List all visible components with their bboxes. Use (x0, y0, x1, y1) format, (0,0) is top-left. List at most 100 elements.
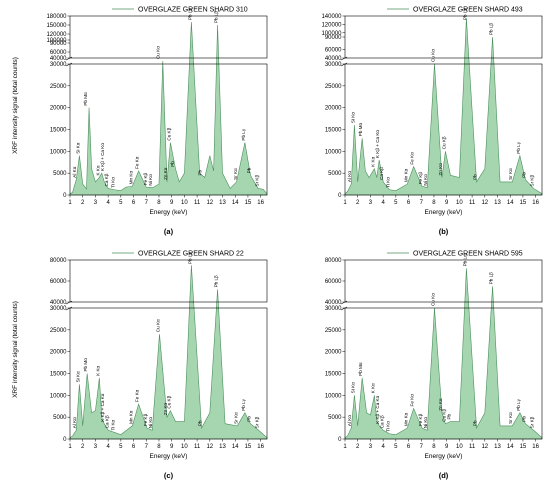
peak-label: K Kβ + Ca Kα (375, 130, 380, 158)
y-tick-label: 25000 (50, 84, 67, 90)
x-tick-label: 14 (232, 200, 239, 206)
upper-axis-frame (69, 259, 268, 303)
y-tick-label: 10000 (325, 393, 342, 399)
x-tick-label: 4 (106, 444, 110, 450)
upper-axis-frame (344, 259, 543, 303)
y-tick-label: 15000 (325, 372, 342, 378)
x-tick-label: 3 (369, 200, 373, 206)
y-tick-label: 80000 (50, 258, 67, 264)
y-tick-label: 30000 (50, 62, 67, 68)
x-tick-label: 8 (157, 444, 161, 450)
y-tick-label: 150000 (46, 23, 67, 29)
x-tick-label: 1 (343, 200, 347, 206)
peak-label: Ca Kβ (104, 415, 109, 428)
peak-label: Sr Kα (233, 412, 238, 424)
peak-label: Pb (473, 420, 478, 426)
peak-label: Si Kα (350, 112, 355, 123)
x-tick-label: 1 (343, 444, 347, 450)
panel-caption: (c) (164, 471, 174, 480)
x-tick-label: 11 (469, 200, 476, 206)
x-tick-label: 10 (181, 444, 188, 450)
x-tick-label: 15 (245, 200, 252, 206)
y-tick-label: 20000 (50, 106, 67, 112)
peak-label: Fe Kβ (418, 413, 423, 426)
x-tick-label: 10 (456, 200, 463, 206)
y-axis-title: XRF intensity signal (total counts) (12, 301, 19, 398)
x-tick-label: 12 (481, 200, 488, 206)
peak-label: Pb Lβ (489, 272, 494, 284)
peak-label: Cu Kα (155, 46, 160, 59)
peak-label: Fe Kα (410, 394, 415, 407)
y-tick-label: 30000 (325, 62, 342, 68)
x-tick-label: 8 (432, 200, 436, 206)
axis-break-mark (65, 56, 73, 67)
peak-label: Zn Kα (163, 167, 168, 180)
peak-label: Cu Kβ (166, 395, 171, 408)
y-tick-label: 0 (338, 437, 342, 443)
panel-3: 1 2 3 4 5 6 7 8 9 10 11 12 13 14 15 1605000100001500020… (325, 251, 543, 480)
peak-label: Cu Kβ (441, 136, 446, 149)
peak-label: K Kβ + Ca Kα (100, 143, 105, 171)
peak-label: Al Kα (347, 415, 352, 426)
y-tick-label: 180000 (46, 14, 67, 20)
x-tick-label: 15 (245, 444, 252, 450)
y-tick-label: 15000 (50, 372, 67, 378)
peak-label: Al Kα (72, 166, 77, 177)
peak-label: Al Kα (347, 171, 352, 182)
peak-label: Pb Lγ (241, 128, 246, 140)
x-tick-label: 3 (369, 444, 373, 450)
y-tick-label: 60000 (50, 50, 67, 56)
x-axis-title: Energy (keV) (150, 453, 188, 460)
x-tick-label: 12 (206, 444, 213, 450)
x-tick-label: 13 (219, 200, 226, 206)
peak-label: Ti Kα (386, 177, 391, 188)
x-tick-label: 6 (132, 444, 136, 450)
peak-label: Ti Kα (111, 419, 116, 430)
y-tick-label: 25000 (325, 84, 342, 90)
x-tick-label: 5 (394, 444, 398, 450)
x-tick-label: 2 (81, 444, 85, 450)
x-tick-label: 4 (381, 200, 385, 206)
upper-axis-frame (69, 15, 268, 59)
peak-label: Si Kα (75, 142, 80, 153)
x-tick-label: 10 (181, 200, 188, 206)
peak-label: Pb Lβ (489, 23, 494, 35)
peak-label: Ni Kα (423, 174, 428, 186)
peak-label: Si Kα (350, 382, 355, 393)
peak-label: Ca Kβ (104, 173, 109, 186)
x-tick-label: 6 (407, 444, 411, 450)
peak-label: Cu Kα (430, 49, 435, 62)
y-tick-label: 20000 (325, 350, 342, 356)
peak-label: Ti Kα (386, 421, 391, 432)
x-tick-label: 2 (81, 200, 85, 206)
peak-label: Pb Lα (462, 254, 467, 266)
x-tick-label: 9 (170, 200, 174, 206)
x-tick-label: 1 (68, 444, 72, 450)
spectrum-area (344, 18, 543, 196)
x-tick-label: 12 (206, 200, 213, 206)
x-tick-label: 4 (381, 444, 385, 450)
peak-label: Ni Kα (148, 174, 153, 186)
peak-label: K Kα (370, 383, 375, 393)
legend-entry: OVERGLAZE GREEN SHARD 493 (413, 7, 523, 14)
y-tick-label: 5000 (53, 415, 67, 421)
x-tick-label: 7 (420, 444, 424, 450)
peak-label: Ca Kβ (379, 167, 384, 180)
peak-label: Fe Kα (135, 389, 140, 402)
peak-label: Mn Kα (128, 410, 133, 424)
x-tick-label: 13 (494, 444, 501, 450)
x-axis-title: Energy (keV) (150, 209, 188, 216)
axis-break-mark (65, 300, 73, 311)
peak-label: Cu Kα (430, 293, 435, 306)
peak-label: Pb Mα (358, 362, 363, 376)
x-axis-title: Energy (keV) (425, 209, 463, 216)
peak-label: Mn Kα (403, 412, 408, 426)
y-tick-label: 40000 (325, 56, 342, 62)
peak-label: Sr Kβ (530, 175, 535, 187)
spectrum-area (344, 268, 543, 440)
y-tick-label: 20000 (325, 106, 342, 112)
x-tick-label: 1 (68, 200, 72, 206)
peak-label: Sr Kβ (530, 416, 535, 428)
